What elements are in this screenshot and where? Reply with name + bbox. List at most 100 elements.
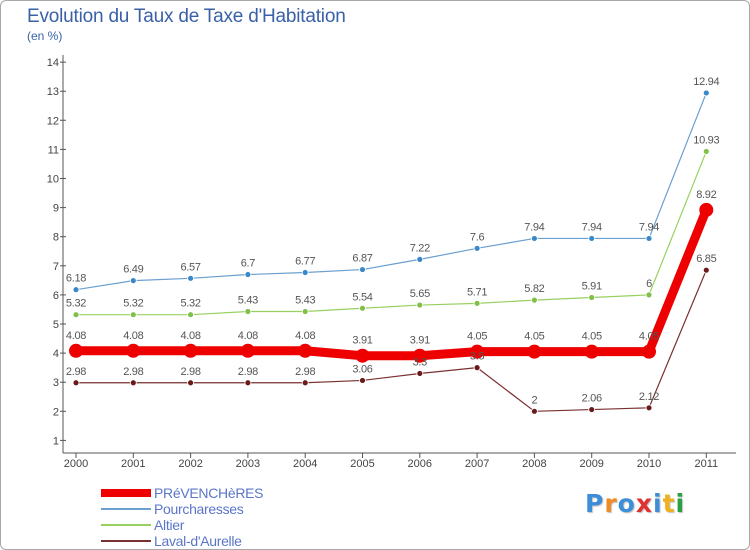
data-label: 3.91 xyxy=(410,335,430,347)
data-point xyxy=(72,311,80,319)
data-label: 2.12 xyxy=(639,391,659,403)
legend-label: PRéVENCHèRES xyxy=(154,485,264,501)
data-point xyxy=(645,404,653,412)
data-point xyxy=(355,348,370,363)
data-point xyxy=(244,308,252,315)
data-point xyxy=(187,379,195,387)
data-point xyxy=(416,370,424,377)
legend-swatch xyxy=(101,524,151,526)
data-point xyxy=(187,274,195,282)
unit-label: (en %) xyxy=(27,29,63,43)
data-point xyxy=(298,343,313,358)
data-label: 3.3 xyxy=(413,356,428,368)
y-tick-label: 14 xyxy=(47,57,59,69)
series-line xyxy=(76,151,707,316)
x-tick-label: 2000 xyxy=(64,458,88,470)
data-label: 4.08 xyxy=(295,330,315,342)
data-label: 2 xyxy=(531,394,537,406)
data-label: 2.98 xyxy=(66,366,86,378)
x-tick-label: 2003 xyxy=(236,458,260,470)
data-point xyxy=(301,379,309,387)
data-label: 5.32 xyxy=(180,298,200,310)
data-label: 10.93 xyxy=(693,134,719,146)
data-label: 5.32 xyxy=(66,298,86,310)
legend-label: Altier xyxy=(154,517,185,533)
data-label: 2.98 xyxy=(180,366,200,378)
data-label: 5.91 xyxy=(582,281,602,293)
data-label: 4.08 xyxy=(66,330,86,342)
data-label: 5.71 xyxy=(467,286,487,298)
data-label: 5.32 xyxy=(123,298,143,310)
data-point xyxy=(473,244,481,252)
legend-label: Pourcharesses xyxy=(154,501,244,517)
legend-swatch xyxy=(101,540,151,542)
data-label: 3.06 xyxy=(352,363,372,375)
data-point xyxy=(359,266,366,273)
data-label: 2.06 xyxy=(582,393,602,405)
data-point xyxy=(588,235,596,242)
logo-letter: P xyxy=(585,489,605,518)
data-point xyxy=(244,271,252,278)
data-point xyxy=(359,304,366,312)
legend-swatch xyxy=(101,508,151,510)
data-label: 7.22 xyxy=(410,242,430,254)
data-label: 5.43 xyxy=(295,294,315,306)
y-tick-label: 9 xyxy=(53,203,59,215)
series-line xyxy=(75,92,707,291)
logo-letter: i xyxy=(653,489,663,518)
y-tick-label: 10 xyxy=(47,174,59,186)
data-label: 7.94 xyxy=(524,221,544,233)
y-tick-label: 5 xyxy=(53,319,59,331)
data-point xyxy=(129,277,137,285)
data-label: 4.08 xyxy=(123,330,143,342)
data-point xyxy=(301,308,309,315)
data-point xyxy=(129,379,137,387)
x-tick-label: 2009 xyxy=(579,458,603,470)
x-tick-label: 2011 xyxy=(694,458,718,470)
series-line xyxy=(76,269,707,412)
data-label: 6.18 xyxy=(66,273,86,285)
data-point xyxy=(642,344,656,359)
x-tick-label: 2005 xyxy=(350,458,374,470)
y-tick-label: 2 xyxy=(53,406,59,418)
x-tick-label: 2007 xyxy=(465,458,489,470)
y-tick-label: 11 xyxy=(48,144,59,156)
legend-label: Laval-d'Aurelle xyxy=(154,533,242,549)
data-label: 6.7 xyxy=(241,258,256,270)
data-label: 4.05 xyxy=(467,331,487,343)
data-label: 5.54 xyxy=(352,291,372,303)
data-point xyxy=(416,301,424,309)
y-tick-label: 3 xyxy=(53,377,59,389)
data-point xyxy=(240,343,255,358)
data-point xyxy=(301,269,309,276)
data-point xyxy=(531,296,538,304)
data-label: 6.85 xyxy=(696,253,716,265)
logo-letter: o xyxy=(617,489,636,518)
data-label: 6.57 xyxy=(180,261,200,273)
data-point xyxy=(531,407,538,415)
data-label: 7.94 xyxy=(639,221,659,233)
data-point xyxy=(129,311,137,319)
data-label: 4.08 xyxy=(180,330,200,342)
y-tick-label: 8 xyxy=(53,232,59,244)
series-line xyxy=(76,208,711,361)
data-point xyxy=(473,299,481,307)
data-point xyxy=(645,235,653,242)
data-label: 6.49 xyxy=(123,264,143,276)
data-label: 4.05 xyxy=(639,331,659,343)
data-label: 7.94 xyxy=(582,221,602,233)
data-label: 3.5 xyxy=(470,351,485,363)
data-label: 8.92 xyxy=(696,189,716,201)
y-tick-label: 6 xyxy=(53,290,59,302)
data-point xyxy=(69,343,83,358)
data-label: 2.98 xyxy=(295,366,315,378)
y-tick-label: 7 xyxy=(53,261,59,273)
x-tick-label: 2004 xyxy=(293,458,317,470)
data-point xyxy=(183,343,198,358)
data-label: 4.05 xyxy=(582,331,602,343)
data-point xyxy=(412,348,427,363)
y-tick-label: 4 xyxy=(53,348,59,360)
data-point xyxy=(470,344,485,359)
